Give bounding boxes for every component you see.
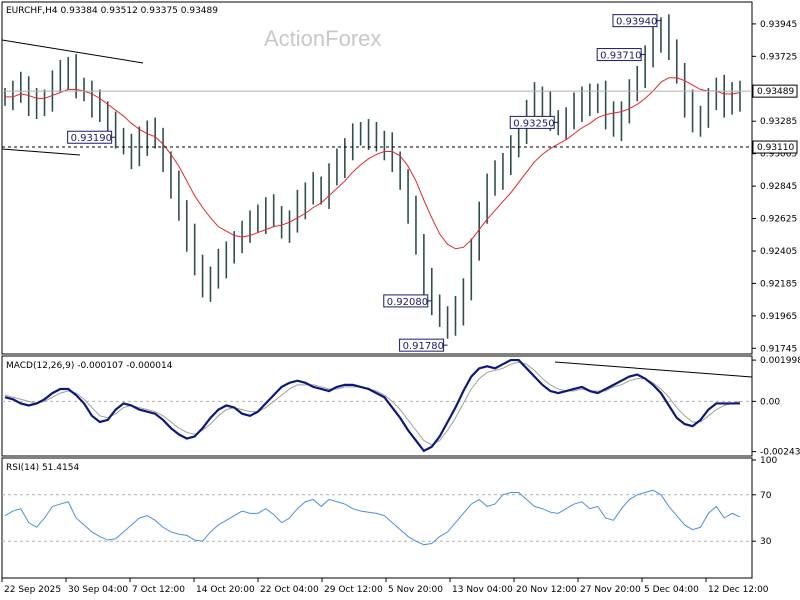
macd-tick-label: 0.001998 [760,356,800,366]
price-tick-label: 0.93945 [760,20,797,30]
x-tick-label: 29 Oct 12:00 [324,585,383,595]
macd-trendline [554,361,753,378]
price-tick-label: 0.93285 [760,117,797,127]
price-tick-label: 0.92405 [760,247,797,257]
macd-tick-label: -0.002434 [760,448,800,458]
x-tick-label: 27 Nov 20:00 [580,585,641,595]
price-tick-label: 0.91965 [760,312,797,322]
macd-group: 0.001998 0.00 -0.002434 [2,356,800,458]
annotations-group: 0.93710 0.92080 0.93250 0.91780 0.93940 0.931… [67,14,661,352]
rsi-tick-label: 30 [760,537,772,547]
x-tick-label: 13 Nov 04:00 [452,585,513,595]
x-tick-label: 14 Oct 20:00 [196,585,255,595]
current-price-label: 0.93489 [757,87,794,97]
macd-panel-frame [1,355,753,457]
macd-line [4,358,740,453]
price-tick-label: 0.93065 [760,150,797,160]
macd-tick-label: 0.00 [760,397,780,407]
support-level-box [752,140,798,154]
price-annotation: 0.93250 [513,118,554,129]
current-price-box [752,84,798,98]
x-tick-label: 22 Sep 2025 [4,585,61,595]
price-tick-label: 0.92625 [760,215,797,225]
x-tick-label: 22 Oct 04:00 [260,585,319,595]
moving-average-line [5,77,741,250]
price-title: EURCHF,H4 0.93384 0.93512 0.93375 0.9348… [6,6,218,16]
price-panel-frame [1,1,753,355]
rsi-tick-label: 70 [760,491,772,501]
price-annotation: 0.92080 [387,297,428,308]
price-annotation: 0.91780 [403,341,444,352]
rsi-line [4,489,741,546]
x-tick-label: 5 Nov 20:00 [388,585,443,595]
x-axis: 22 Sep 2025 30 Sep 04:00 7 Oct 12:00 14 Oct… [1,578,769,595]
x-tick-label: 5 Dec 04:00 [644,585,699,595]
rsi-title: RSI(14) 51.4154 [6,463,79,473]
x-tick-label: 12 Dec 12:00 [708,585,769,595]
moving-average-group [5,77,741,250]
price-annotation: 0.93940 [616,17,657,28]
price-tick-label: 0.91745 [760,344,797,354]
rsi-tick-label: 100 [760,456,777,466]
x-tick-label: 20 Nov 12:00 [516,585,577,595]
candles-group [4,14,741,339]
macd-title: MACD(12,26,9) -0.000107 -0.000014 [6,361,173,371]
price-annotation: 0.93190 [71,133,112,144]
support-level-label: 0.93110 [757,143,794,153]
price-axis: 0.939450.937250.935050.932850.930650.928… [2,20,798,354]
rsi-panel-frame [1,457,753,579]
watermark: ActionForex [264,26,381,51]
upper-trendline [1,39,144,64]
price-annotation: 0.93710 [600,51,641,62]
price-tick-label: 0.92185 [760,279,797,289]
x-tick-label: 7 Oct 12:00 [132,585,185,595]
price-tick-label: 0.93725 [760,52,797,62]
macd-signal-line [4,361,741,446]
rsi-group: 100 70 30 [2,456,777,547]
price-tick-label: 0.92845 [760,182,797,192]
x-tick-label: 30 Sep 04:00 [68,585,128,595]
lower-trendline [1,148,81,156]
